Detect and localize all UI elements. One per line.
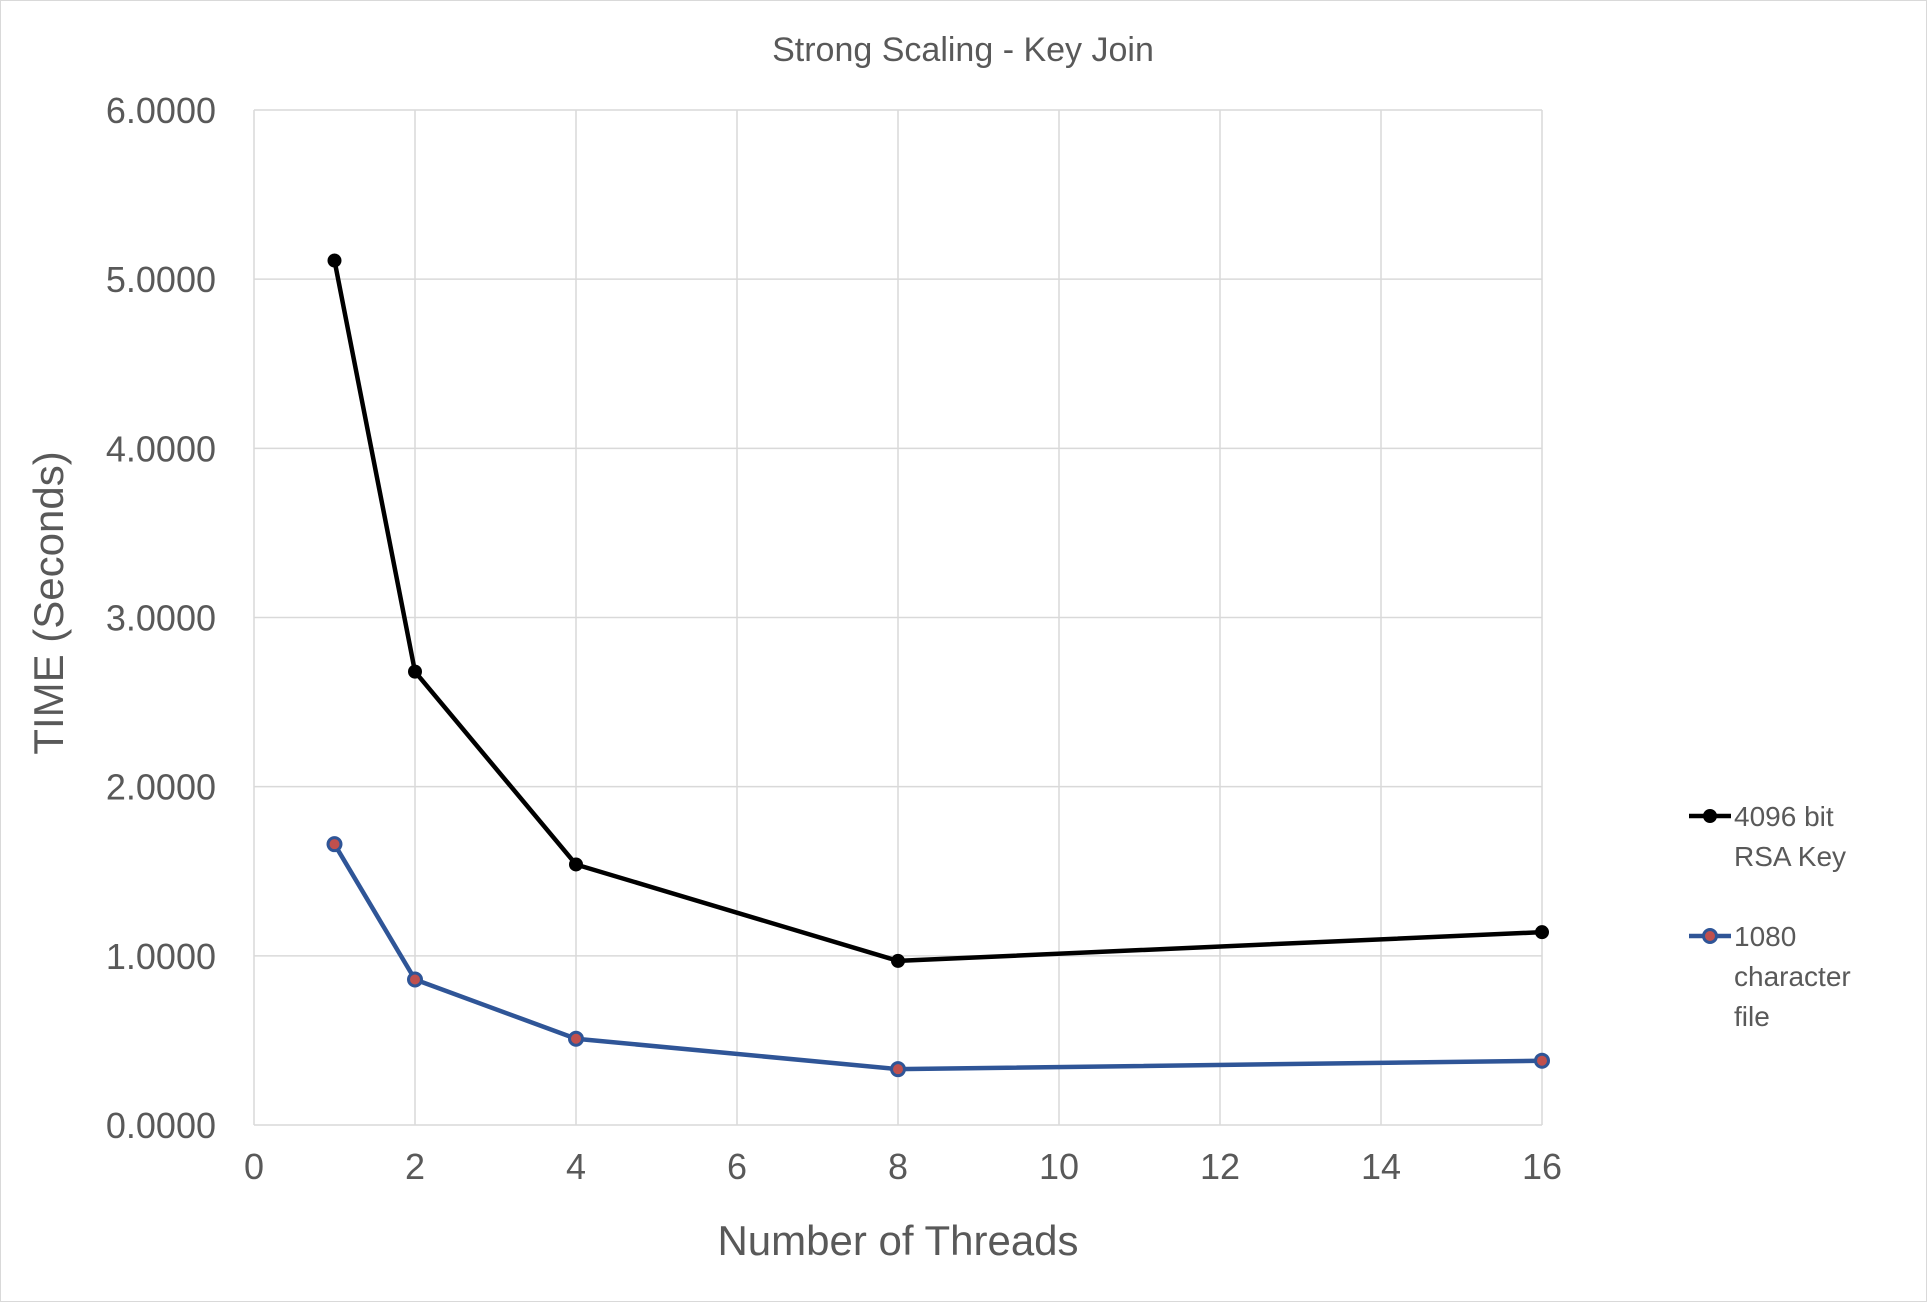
y-tick-label: 4.0000 [106, 428, 216, 469]
legend-label: 1080 [1734, 921, 1796, 952]
x-tick-label: 2 [405, 1146, 425, 1187]
legend-entry-1: 1080 character file [1689, 921, 1851, 1032]
series-line [332, 260, 1543, 964]
y-tick-label: 1.0000 [106, 936, 216, 977]
x-axis-title: Number of Threads [717, 1217, 1078, 1264]
data-point [327, 253, 342, 268]
legend-label: 4096 bit [1734, 801, 1834, 832]
series-line [332, 843, 1543, 1072]
legend-swatch-marker [1703, 809, 1717, 823]
x-tick-label: 8 [888, 1146, 908, 1187]
data-point [1534, 1052, 1550, 1069]
tick-labels: 0.0000 1.0000 2.0000 3.0000 4.0000 5.0000 6.00… [106, 90, 1562, 1187]
series-0 [327, 253, 1549, 968]
gridlines [253, 109, 1543, 1126]
y-tick-label: 6.0000 [106, 90, 216, 131]
legend-swatch-marker [1702, 928, 1718, 944]
x-tick-label: 14 [1361, 1146, 1401, 1187]
data-point [1535, 925, 1549, 940]
x-tick-label: 12 [1200, 1146, 1240, 1187]
y-axis-title: TIME (Seconds) [25, 451, 72, 754]
legend-label: RSA Key [1734, 841, 1846, 872]
series-lines [326, 253, 1550, 1078]
y-tick-label: 3.0000 [106, 598, 216, 639]
legend-label: file [1734, 1001, 1770, 1032]
legend: 4096 bit RSA Key 1080 character file [1689, 801, 1851, 1032]
data-point [568, 1030, 584, 1047]
x-tick-label: 16 [1522, 1146, 1562, 1187]
series-1 [326, 836, 1550, 1078]
data-point [326, 836, 343, 853]
data-point [569, 857, 583, 872]
x-tick-label: 10 [1039, 1146, 1079, 1187]
y-tick-label: 0.0000 [106, 1105, 216, 1146]
x-tick-label: 6 [727, 1146, 747, 1187]
data-point [891, 953, 905, 968]
y-tick-label: 2.0000 [106, 767, 216, 808]
x-tick-label: 0 [244, 1146, 264, 1187]
legend-label: character [1734, 961, 1851, 992]
data-point [890, 1061, 906, 1078]
data-point [408, 664, 422, 679]
legend-entry-0: 4096 bit RSA Key [1689, 801, 1846, 872]
x-tick-label: 4 [566, 1146, 586, 1187]
data-point [407, 971, 423, 988]
chart-title: Strong Scaling - Key Join [772, 31, 1154, 69]
y-tick-label: 5.0000 [106, 259, 216, 300]
